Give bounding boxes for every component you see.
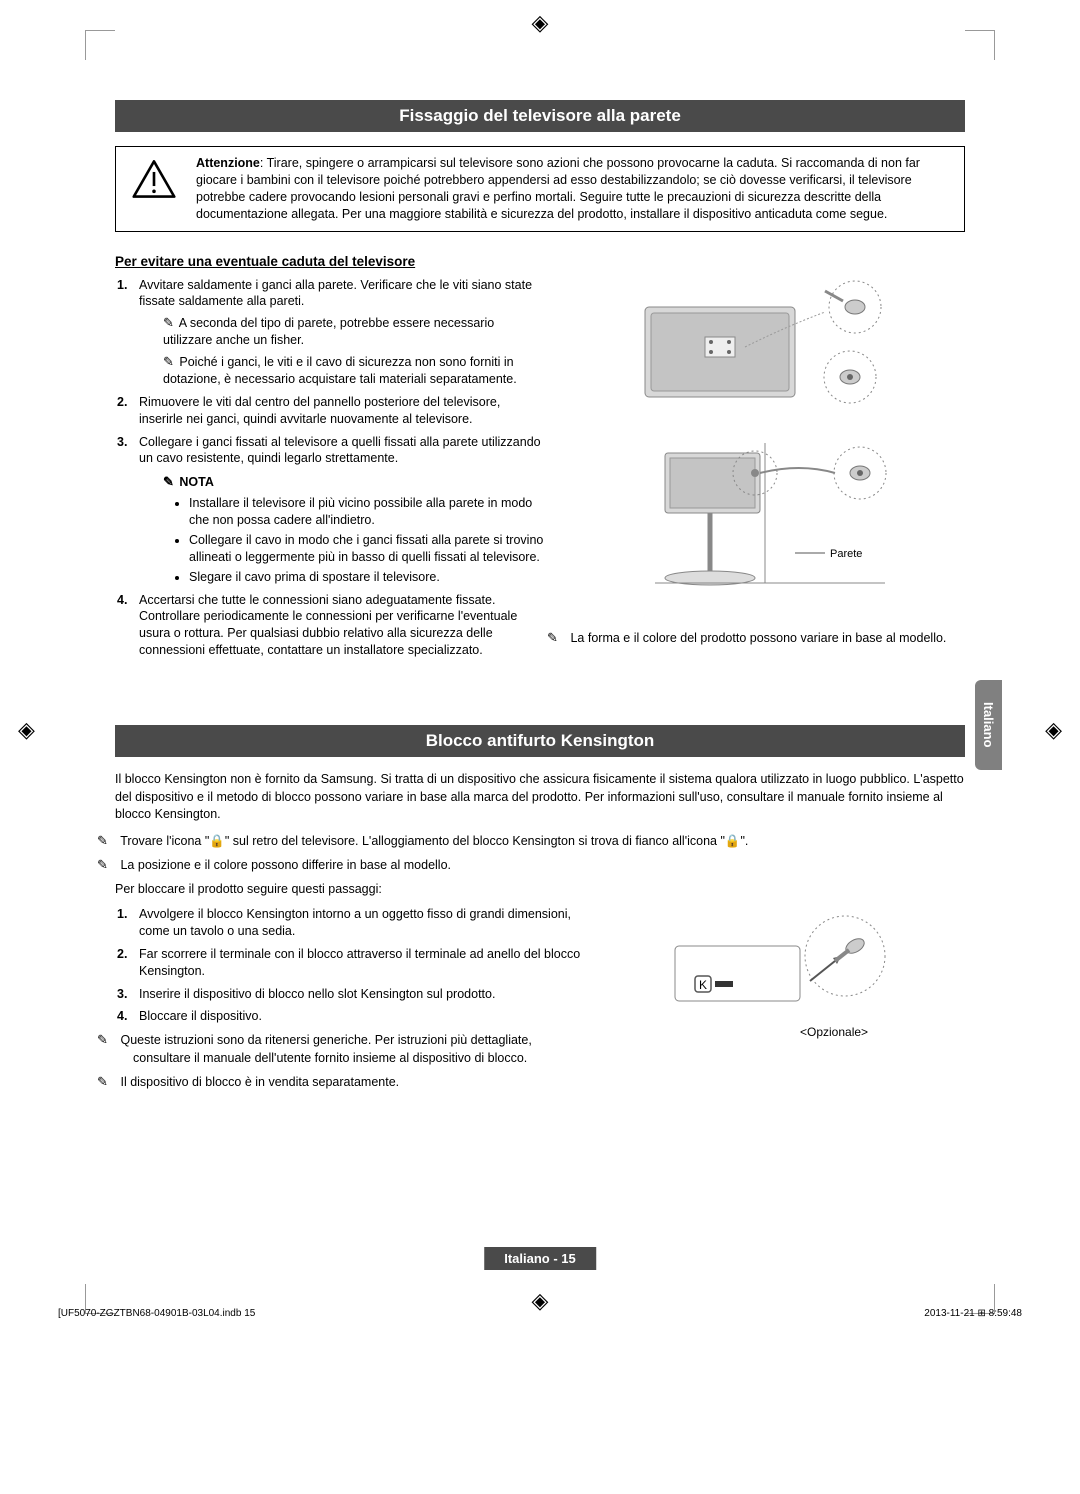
footer-filename: [UF5070-ZGZTBN68-04901B-03L04.indb 15 <box>58 1308 255 1319</box>
kensington-intro: Il blocco Kensington non è fornito da Sa… <box>115 771 965 824</box>
illustration-column: Parete ✎ La forma e il colore del prodot… <box>565 277 965 666</box>
page-content: Fissaggio del televisore alla parete Att… <box>0 0 1080 1098</box>
step-1: Avvitare saldamente i ganci alla parete.… <box>115 277 545 388</box>
footer-timestamp: 2013-11-21 ⊞ 8:59:48 <box>924 1308 1022 1319</box>
nota-1: Installare il televisore il più vicino p… <box>189 495 545 529</box>
kensington-fig-col: K <Opzionale> <box>605 906 965 1098</box>
kensington-steps: Avvolgere il blocco Kensington intorno a… <box>115 906 585 1025</box>
kensington-steps-col: Avvolgere il blocco Kensington intorno a… <box>115 906 585 1098</box>
caution-icon <box>126 155 182 223</box>
tv-wall-illustration-2: Parete <box>565 433 965 613</box>
warning-box: Attenzione: Tirare, spingere o arrampica… <box>115 146 965 232</box>
warning-text: Attenzione: Tirare, spingere o arrampica… <box>196 155 954 223</box>
tv-wall-illustration-1 <box>565 277 965 417</box>
print-footer: [UF5070-ZGZTBN68-04901B-03L04.indb 15 20… <box>58 1308 1022 1319</box>
step1-note2: ✎ Poiché i ganci, le viti e il cavo di s… <box>139 353 545 388</box>
svg-text:<Opzionale>: <Opzionale> <box>800 1025 868 1039</box>
warning-bold: Attenzione <box>196 156 260 170</box>
kensington-note1: ✎ Trovare l'icona "🔒" sul retro del tele… <box>115 832 965 851</box>
nota-3: Slegare il cavo prima di spostare il tel… <box>189 569 545 586</box>
nota-2: Collegare il cavo in modo che i ganci fi… <box>189 532 545 566</box>
language-tab: Italiano <box>975 680 1002 770</box>
section-header-2: Blocco antifurto Kensington <box>115 725 965 757</box>
subheading-1: Per evitare una eventuale caduta del tel… <box>115 254 965 269</box>
two-column-layout: Avvitare saldamente i ganci alla parete.… <box>115 277 965 666</box>
fig-caption-1: ✎ La forma e il colore del prodotto poss… <box>565 629 965 647</box>
note-icon: ✎ <box>163 353 174 371</box>
step-4: Accertarsi che tutte le connessioni sian… <box>115 592 545 660</box>
step-2: Rimuovere le viti dal centro del pannell… <box>115 394 545 428</box>
step1-note1: ✎ A seconda del tipo di parete, potrebbe… <box>139 314 545 349</box>
steps-list: Avvitare saldamente i ganci alla parete.… <box>115 277 545 660</box>
kensington-two-col: Avvolgere il blocco Kensington intorno a… <box>115 906 965 1098</box>
kensington-note4: ✎ Il dispositivo di blocco è in vendita … <box>115 1073 585 1092</box>
k-step-2: Far scorrere il terminale con il blocco … <box>115 946 585 980</box>
warning-body: : Tirare, spingere o arrampicarsi sul te… <box>196 156 920 221</box>
fig-label-parete: Parete <box>830 548 862 560</box>
kensington-illustration: K <Opzionale> <box>605 906 965 1056</box>
kensington-lead: Per bloccare il prodotto seguire questi … <box>115 881 965 899</box>
kensington-note3: ✎ Queste istruzioni sono da ritenersi ge… <box>115 1031 585 1067</box>
instructions-column: Avvitare saldamente i ganci alla parete.… <box>115 277 545 666</box>
page-footer-label: Italiano - 15 <box>484 1247 596 1270</box>
nota-bullets: Installare il televisore il più vicino p… <box>139 495 545 585</box>
note-icon: ✎ <box>163 314 174 332</box>
kensington-note2: ✎ La posizione e il colore possono diffe… <box>115 856 965 875</box>
k-step-1: Avvolgere il blocco Kensington intorno a… <box>115 906 585 940</box>
step-3: Collegare i ganci fissati al televisore … <box>115 434 545 586</box>
note-icon: ✎ <box>163 473 174 491</box>
k-step-4: Bloccare il dispositivo. <box>115 1008 585 1025</box>
svg-text:K: K <box>699 978 707 992</box>
k-step-3: Inserire il dispositivo di blocco nello … <box>115 986 585 1003</box>
nota-label: ✎ NOTA <box>139 473 545 491</box>
section-header-1: Fissaggio del televisore alla parete <box>115 100 965 132</box>
